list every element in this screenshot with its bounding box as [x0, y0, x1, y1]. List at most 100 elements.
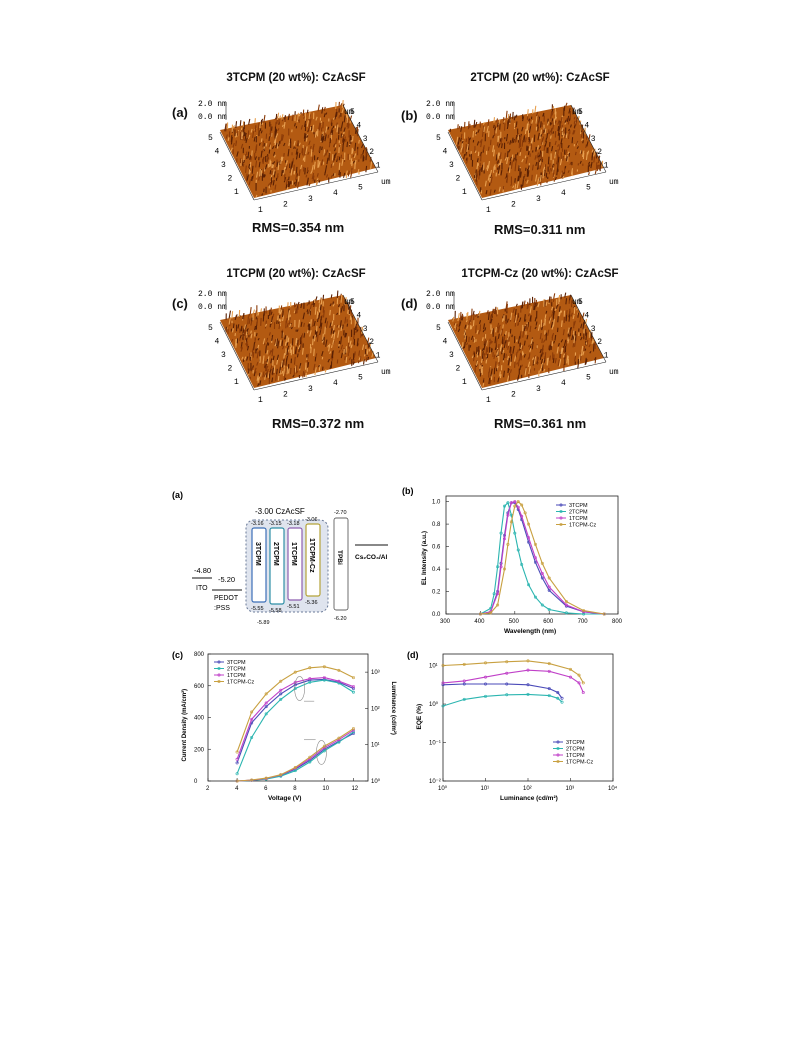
data-point	[527, 522, 531, 526]
data-point	[351, 727, 355, 731]
data-point	[264, 712, 268, 716]
afm-panel-tag: (d)	[401, 296, 418, 311]
legend-label: 2TCPM	[227, 667, 246, 673]
data-point	[441, 664, 445, 668]
data-point	[351, 686, 355, 690]
z-axis-top: 2.0 nm	[426, 290, 455, 299]
afm-rms-label: RMS=0.372 nm	[272, 416, 365, 431]
data-point	[502, 567, 506, 571]
data-point	[506, 513, 510, 517]
data-point	[279, 679, 283, 683]
x-unit: um	[609, 178, 619, 187]
data-point	[516, 505, 520, 509]
r-tick-label: 4	[584, 311, 589, 320]
legend-label: 1TCPM-Cz	[566, 760, 593, 766]
data-point	[505, 660, 509, 664]
data-point	[527, 536, 531, 540]
y-axis-line	[219, 131, 255, 201]
cathode-label: Cs₂CO₃/Al	[355, 554, 387, 561]
y-tick-label: 400	[194, 716, 205, 722]
r-tick-label: 1	[604, 162, 609, 171]
y-tick-label: 200	[194, 747, 205, 753]
emitter-name: 1TCPM	[290, 542, 297, 566]
afm-surface	[448, 105, 604, 198]
data-point	[293, 766, 297, 770]
x-tick-label: 1	[258, 396, 263, 405]
data-point	[547, 585, 551, 589]
data-point	[556, 696, 560, 700]
x-tick-label: 10	[322, 786, 329, 792]
data-point	[322, 749, 326, 753]
x-tick-label: 3	[536, 385, 541, 394]
data-point	[516, 500, 520, 504]
data-point	[462, 679, 466, 683]
x-tick-label: 4	[561, 189, 566, 198]
legend-marker	[556, 753, 560, 757]
data-point	[569, 667, 573, 671]
emitter-lumo: -3.15	[269, 521, 282, 527]
series-line	[237, 729, 354, 782]
x-tick-label: 1	[258, 206, 263, 215]
x-axis-label: Luminance (cd/m²)	[500, 795, 558, 802]
emitter-homo: -5.36	[305, 600, 318, 606]
afm-title: 2TCPM (20 wt%): CzAcSF	[470, 72, 610, 84]
legend-label: 2TCPM	[569, 510, 588, 516]
y-tick-label: 10¹	[429, 664, 438, 670]
data-point	[505, 671, 509, 675]
legend-label: 3TCPM	[566, 740, 585, 746]
data-point	[484, 694, 488, 698]
data-point	[499, 531, 503, 535]
data-point	[547, 576, 551, 580]
x-tick-label: 10⁰	[438, 785, 448, 792]
data-point	[564, 600, 568, 604]
legend-label: 1TCPM	[227, 673, 246, 679]
r-tick-label: 4	[584, 121, 589, 130]
y-tick-label: 0	[194, 779, 198, 785]
data-point	[602, 612, 606, 616]
data-point	[496, 603, 500, 607]
data-point	[540, 576, 544, 580]
data-point	[520, 563, 524, 567]
x-tick-label: 3	[308, 195, 313, 204]
x-axis-label: Wavelength (nm)	[504, 628, 556, 635]
r-unit: um	[572, 108, 582, 117]
x-tick-label: 3	[308, 385, 313, 394]
data-point	[547, 694, 551, 698]
data-point	[235, 757, 239, 761]
x-tick-label: 10³	[566, 786, 575, 792]
data-point	[560, 700, 564, 704]
data-point	[569, 675, 573, 679]
x-tick-label: 2	[283, 390, 288, 399]
r-tick-label: 3	[363, 135, 368, 144]
data-point	[308, 680, 312, 684]
r-tick-label: 5	[350, 298, 355, 307]
data-point	[250, 717, 254, 721]
r-unit: um	[572, 298, 582, 307]
y-tick-label: 4	[443, 148, 448, 157]
data-point	[293, 670, 297, 674]
legend-marker	[217, 666, 221, 670]
legend-marker	[559, 503, 563, 507]
r-tick-label: 3	[591, 135, 596, 144]
data-point	[540, 603, 544, 607]
data-point	[533, 556, 537, 560]
y-tick-label: 2	[228, 175, 233, 184]
x-axis-line	[481, 361, 607, 391]
y-axis-label: Current Density (mA/cm²)	[181, 689, 188, 762]
x-tick-label: 300	[440, 619, 451, 625]
emitter-bar	[305, 523, 321, 597]
afm-title: 1TCPM-Cz (20 wt%): CzAcSF	[461, 268, 619, 280]
data-point	[484, 682, 488, 686]
y-axis-label: EQE (%)	[416, 704, 423, 730]
y-tick-label: 3	[449, 351, 454, 360]
x-tick-label: 600	[543, 619, 554, 625]
data-point	[279, 773, 283, 777]
data-point	[502, 537, 506, 541]
legend-marker	[556, 740, 560, 744]
y-tick-label: 0.8	[432, 522, 441, 528]
data-point	[520, 503, 524, 507]
series-line	[237, 732, 354, 782]
x-axis-line	[253, 171, 379, 201]
data-point	[337, 736, 341, 740]
